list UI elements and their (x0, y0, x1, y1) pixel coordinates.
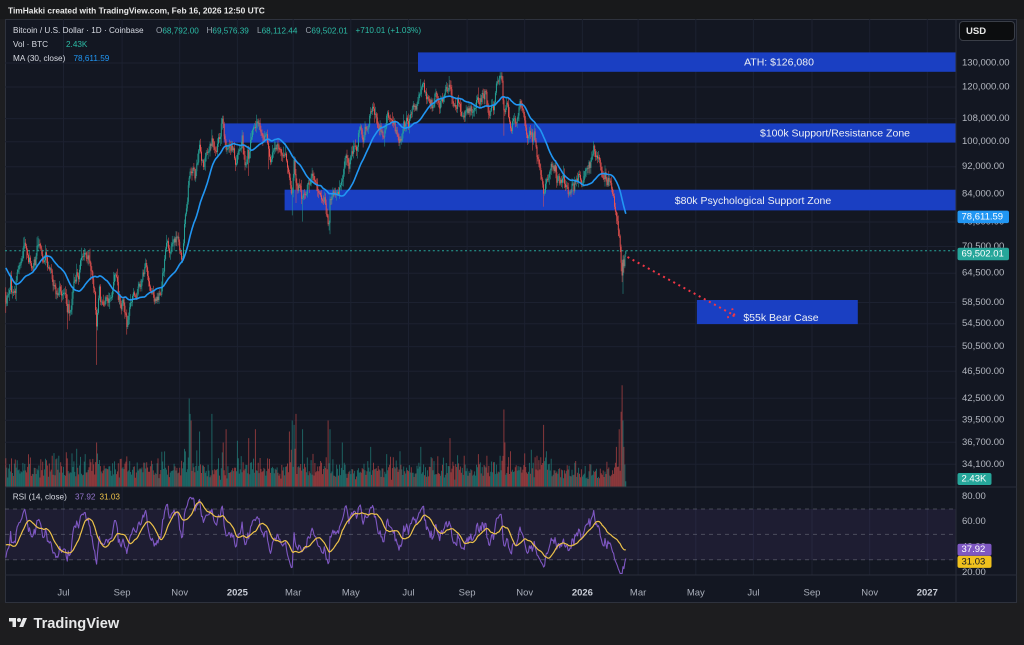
svg-text:+710.01 (+1.03%): +710.01 (+1.03%) (356, 26, 422, 35)
svg-text:37.92: 37.92 (962, 544, 986, 555)
svg-text:130,000.00: 130,000.00 (962, 58, 1010, 69)
svg-text:$55k Bear Case: $55k Bear Case (743, 312, 818, 324)
svg-text:Mar: Mar (630, 588, 646, 599)
svg-text:ATH: $126,080: ATH: $126,080 (744, 57, 814, 69)
svg-text:Sep: Sep (459, 588, 476, 599)
svg-text:39,500.00: 39,500.00 (962, 415, 1004, 426)
svg-text:36,700.00: 36,700.00 (962, 437, 1004, 448)
svg-text:31.03: 31.03 (962, 556, 986, 567)
svg-text:2025: 2025 (227, 588, 249, 599)
svg-text:100,000.00: 100,000.00 (962, 136, 1010, 147)
svg-text:46,500.00: 46,500.00 (962, 366, 1004, 377)
svg-text:May: May (687, 588, 705, 599)
svg-text:Mar: Mar (285, 588, 301, 599)
svg-text:Nov: Nov (516, 588, 533, 599)
svg-text:TimHakki created with TradingV: TimHakki created with TradingView.com, F… (8, 6, 265, 16)
svg-text:Sep: Sep (804, 588, 821, 599)
svg-text:Jul: Jul (57, 588, 69, 599)
svg-text:84,000.00: 84,000.00 (962, 189, 1004, 200)
svg-text:20.00: 20.00 (962, 567, 986, 578)
svg-text:$100k Support/Resistance Zone: $100k Support/Resistance Zone (760, 128, 910, 140)
svg-text:34,100.00: 34,100.00 (962, 459, 1004, 470)
svg-text:58,500.00: 58,500.00 (962, 297, 1004, 308)
svg-text:Jul: Jul (402, 588, 414, 599)
svg-text:92,000.00: 92,000.00 (962, 161, 1004, 172)
svg-text:108,000.00: 108,000.00 (962, 113, 1010, 124)
svg-text:L68,112.44: L68,112.44 (257, 26, 298, 35)
svg-text:Sep: Sep (114, 588, 131, 599)
svg-text:Jul: Jul (747, 588, 759, 599)
svg-text:78,611.59: 78,611.59 (74, 54, 110, 63)
svg-text:MA (30, close): MA (30, close) (13, 54, 66, 63)
svg-text:37.92: 37.92 (75, 492, 96, 501)
svg-text:78,611.59: 78,611.59 (962, 211, 1004, 222)
svg-text:120,000.00: 120,000.00 (962, 82, 1010, 93)
svg-text:2026: 2026 (572, 588, 593, 599)
svg-text:80.00: 80.00 (962, 491, 986, 502)
svg-text:Vol · BTC: Vol · BTC (13, 40, 48, 49)
svg-text:69,502.01: 69,502.01 (962, 249, 1004, 260)
svg-text:C69,502.01: C69,502.01 (306, 26, 349, 35)
svg-text:2027: 2027 (917, 588, 938, 599)
svg-text:42,500.00: 42,500.00 (962, 393, 1004, 404)
svg-text:May: May (342, 588, 360, 599)
svg-text:H69,576.39: H69,576.39 (207, 26, 250, 35)
svg-text:Nov: Nov (171, 588, 188, 599)
svg-text:$80k Psychological Support Zon: $80k Psychological Support Zone (675, 195, 832, 207)
svg-text:2.43K: 2.43K (962, 474, 987, 485)
svg-text:2.43K: 2.43K (66, 40, 88, 49)
svg-text:31.03: 31.03 (100, 492, 121, 501)
svg-text:USD: USD (966, 26, 986, 37)
svg-text:60.00: 60.00 (962, 516, 986, 527)
svg-text:RSI (14, close): RSI (14, close) (13, 492, 67, 501)
svg-text:Bitcoin / U.S. Dollar · 1D · C: Bitcoin / U.S. Dollar · 1D · Coinbase (13, 26, 144, 35)
svg-text:50,500.00: 50,500.00 (962, 341, 1004, 352)
svg-text:Nov: Nov (861, 588, 878, 599)
svg-text:TradingView: TradingView (34, 616, 120, 632)
svg-text:70,500.00: 70,500.00 (962, 241, 1004, 252)
svg-text:64,500.00: 64,500.00 (962, 268, 1004, 279)
svg-text:O68,792.00: O68,792.00 (156, 26, 199, 35)
svg-text:54,500.00: 54,500.00 (962, 318, 1004, 329)
